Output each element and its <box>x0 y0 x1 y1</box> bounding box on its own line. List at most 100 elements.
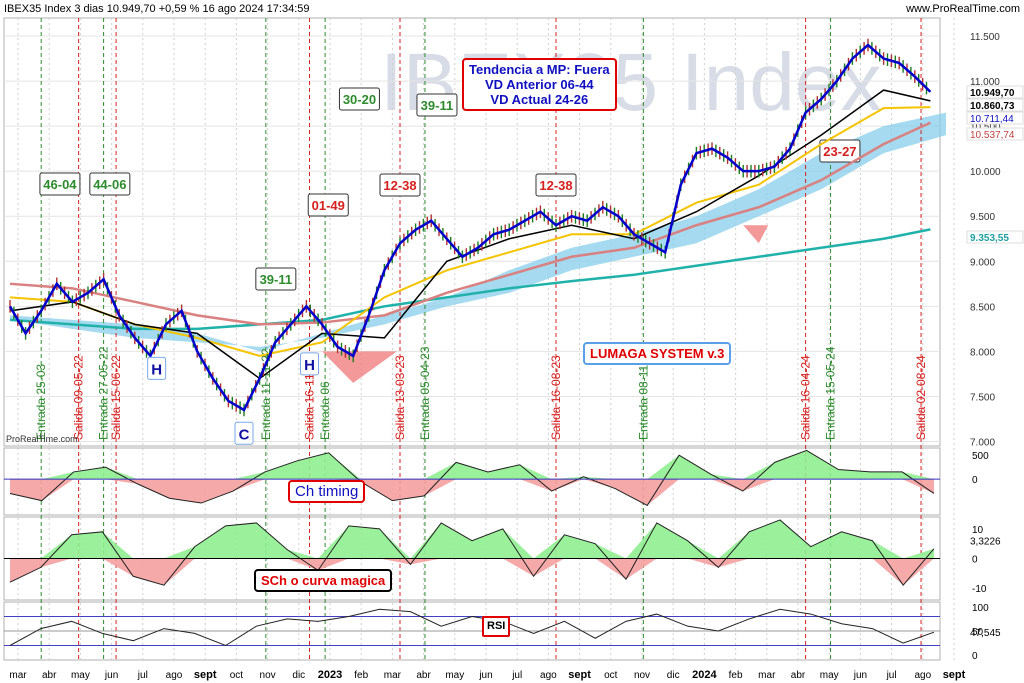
price-label: 10.537,74 <box>970 130 1015 141</box>
panel-frame-price <box>3 17 941 447</box>
pattern-marker-text: H <box>151 361 162 378</box>
pattern-marker-box <box>300 352 320 376</box>
price-label: 10.860,73 <box>970 101 1015 112</box>
x-axis-label: dic <box>667 670 680 681</box>
price-label-box <box>966 230 1024 244</box>
curve-y-tick: -10 <box>972 584 987 595</box>
price-label: 9.353,55 <box>970 233 1009 244</box>
exit-signal-label: Salida 16-11-22 <box>303 356 317 440</box>
entry-signal-label: Entrada 05-04-23 <box>418 346 432 440</box>
signal-box <box>535 173 577 197</box>
chart-header-title: IBEX35 Index 3 dias 10.949,70 +0,59 % 16… <box>4 3 310 15</box>
entry-signal-label: Entrada 25-03 <box>34 364 48 440</box>
signal-box <box>39 172 81 196</box>
pattern-marker-text: H <box>304 357 315 374</box>
price-y-tick: 9.000 <box>970 257 995 268</box>
panel-frame-timing <box>3 447 941 516</box>
x-axis-label: sept <box>568 669 591 681</box>
rsi-y-tick: 0 <box>972 651 978 662</box>
price-y-tick: 7.000 <box>970 437 995 448</box>
price-label-box <box>966 85 1024 99</box>
cloud-red-segment <box>743 225 769 244</box>
curve-y-tick: 10 <box>972 525 984 536</box>
cloud-red-segment <box>322 351 397 383</box>
x-axis-label: mar <box>9 670 27 681</box>
signal-box <box>416 93 458 117</box>
price-smoothed-line <box>8 43 932 412</box>
x-axis-label: ago <box>540 670 557 681</box>
exit-signal-label: Salida 13-03-23 <box>393 355 407 440</box>
price-label: 10.949,70 <box>970 88 1015 99</box>
x-axis-label: dic <box>292 670 305 681</box>
info-box-line-3: VD Actual 24-26 <box>490 92 589 107</box>
info-box-line-2: VD Anterior 06-44 <box>485 77 594 92</box>
x-axis-label: jul <box>137 670 148 681</box>
info-box-line-1: Tendencia a MP: Fuera <box>469 62 610 77</box>
signal-box <box>89 172 131 196</box>
rsi-value-label: 47,545 <box>970 628 1001 639</box>
signal-box-text: 44-06 <box>93 177 126 192</box>
prorealtime-link[interactable]: www.ProRealTime.com <box>906 3 1020 15</box>
x-axis-label: jul <box>886 670 897 681</box>
x-axis-label: jul <box>511 670 522 681</box>
timing-positive-area <box>10 450 934 480</box>
x-axis-label: feb <box>354 670 368 681</box>
entry-signal-label: Entrada 27-05-22 <box>97 346 111 440</box>
exit-signal-label: Salida 16-04-24 <box>799 355 813 440</box>
price-y-tick: 7.500 <box>970 392 995 403</box>
x-axis-label: 2024 <box>692 669 717 681</box>
entry-signal-label: Entrada 15-05-24 <box>824 346 838 440</box>
rsi-panel-label: RSI <box>482 616 511 637</box>
trend-info-box: Tendencia a MP: Fuera VD Anterior 06-44 … <box>462 58 617 111</box>
curve-panel-label: SCh o curva magica <box>254 569 393 592</box>
x-axis-label: abr <box>42 670 57 681</box>
signal-box-text: 39-11 <box>421 98 454 113</box>
price-y-tick: 11.000 <box>970 77 1000 88</box>
signal-box <box>379 173 421 197</box>
price-label-box <box>966 111 1024 125</box>
x-axis-label: oct <box>604 670 618 681</box>
x-axis-label: nov <box>260 670 276 681</box>
price-y-tick: 11.500 <box>970 32 1000 43</box>
timing-line <box>9 449 935 507</box>
x-axis-label: oct <box>230 670 244 681</box>
signal-box-text: 12-38 <box>383 178 416 193</box>
rsi-y-tick: 50 <box>972 627 984 638</box>
x-axis-label: ago <box>914 670 931 681</box>
signal-box-text: 30-20 <box>343 92 376 107</box>
x-axis-label: jun <box>478 670 492 681</box>
x-axis-label: sept <box>194 669 217 681</box>
x-axis-label: abr <box>791 670 806 681</box>
system-name-label: LUMAGA SYSTEM v.3 <box>583 342 732 365</box>
x-axis-label: sept <box>943 669 966 681</box>
x-axis-label: feb <box>729 670 743 681</box>
price-y-tick: 9.500 <box>970 212 995 223</box>
exit-signal-label: Salida 09-05-22 <box>72 355 86 440</box>
x-axis-label: abr <box>416 670 431 681</box>
signal-box-text: 12-38 <box>539 178 572 193</box>
timing-y-tick: 0 <box>972 475 978 486</box>
timing-panel-label: Ch timing <box>288 480 366 503</box>
pattern-marker-box <box>147 356 167 380</box>
x-axis-label: 2023 <box>318 669 342 681</box>
signal-box-text: 46-04 <box>43 177 77 192</box>
x-axis-label: mar <box>758 670 776 681</box>
price-label-box <box>966 98 1024 112</box>
price-label-box <box>966 127 1024 141</box>
signal-box <box>255 267 297 291</box>
x-axis-label: mar <box>384 670 402 681</box>
timing-y-tick: 500 <box>972 451 989 462</box>
x-axis-label: jun <box>104 670 118 681</box>
signal-box <box>307 193 349 217</box>
signal-box-text: 01-49 <box>312 198 345 213</box>
price-y-tick: 8.000 <box>970 347 995 358</box>
pattern-marker-box <box>234 421 254 445</box>
signal-box-text: 23-27 <box>823 144 856 159</box>
signal-box-text: 39-11 <box>260 272 293 287</box>
exit-signal-label: Salida 16-08-23 <box>549 355 563 440</box>
price-label: 10.711,44 <box>970 114 1014 125</box>
copyright-text: ProRealTime.com <box>6 434 78 444</box>
exit-signal-label: Salida 02-08-24 <box>914 355 928 440</box>
entry-signal-label: Entrada 06 <box>318 381 332 440</box>
